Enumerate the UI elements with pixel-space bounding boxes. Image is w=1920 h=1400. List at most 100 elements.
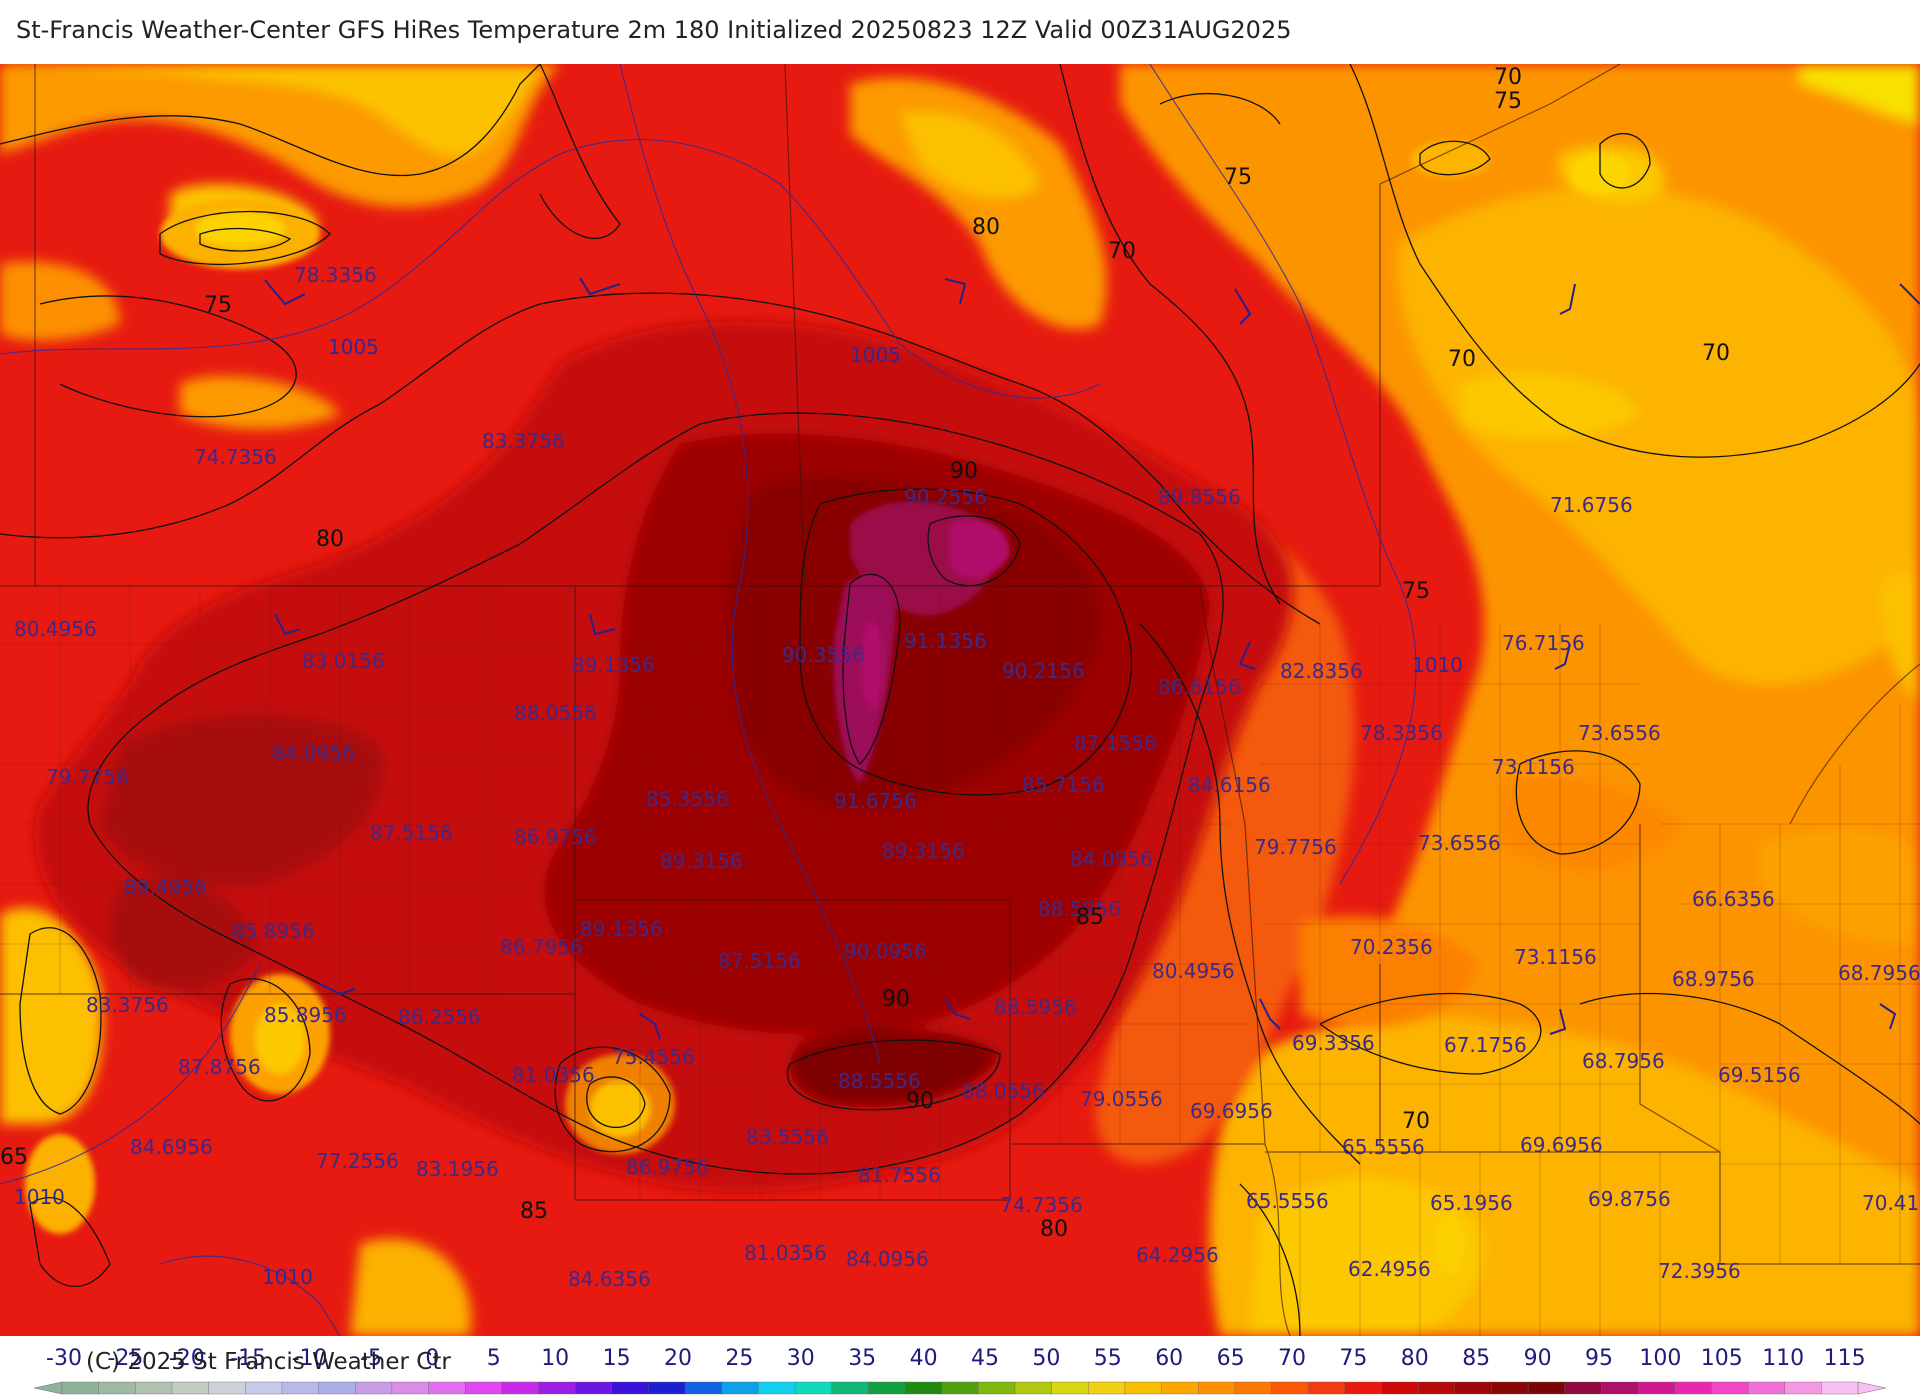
colorbar-swatch — [868, 1381, 906, 1395]
contour-label: 80 — [972, 215, 1000, 240]
colorbar-swatch — [171, 1381, 210, 1395]
colorbar-tick-label: -20 — [169, 1346, 205, 1371]
wind-barbs — [264, 277, 1920, 1040]
temp-label: 78.3356 — [1360, 721, 1443, 745]
map-title: St-Francis Weather-Center GFS HiRes Temp… — [16, 16, 1292, 44]
transition-zones — [1096, 500, 1680, 1164]
temp-label: 70.415 — [1862, 1191, 1920, 1215]
contour-labels: 70 75 75 80 70 75 70 70 80 90 75 85 90 9… — [0, 65, 1730, 1242]
contour-label: 90 — [882, 987, 910, 1012]
temp-label: 88.5956 — [994, 995, 1077, 1019]
colorbar-ticks: -30 -25 -20 -15 -10 -5 0 5 10 15 20 25 30 35 40 45 50 55 6… — [46, 1346, 1866, 1371]
temp-label: 73.6556 — [1578, 721, 1661, 745]
temp-label: 88.5956 — [1038, 897, 1121, 921]
colorbar-swatch — [758, 1381, 796, 1395]
county-grid — [0, 586, 1920, 1336]
colorbar-swatch — [1821, 1381, 1859, 1395]
temp-label: 68.7956 — [1838, 961, 1920, 985]
temp-label: 86.9756 — [626, 1155, 709, 1179]
colorbar-swatch — [1601, 1381, 1639, 1395]
temp-label: 73.1156 — [1492, 755, 1575, 779]
colorbar-tick-label: 35 — [848, 1346, 876, 1371]
colorbar-swatch — [1088, 1381, 1126, 1395]
temp-label: 82.8356 — [1280, 659, 1363, 683]
colorbar-tick-label: 75 — [1339, 1346, 1367, 1371]
colorbar-tick-label: 70 — [1278, 1346, 1306, 1371]
colorbar-tick-label: 50 — [1032, 1346, 1060, 1371]
temp-label: 91.1356 — [904, 629, 987, 653]
colorbar-tick-label: 15 — [603, 1346, 631, 1371]
temp-label: 79.7756 — [1254, 835, 1337, 859]
colorbar-tick-label: 55 — [1094, 1346, 1122, 1371]
contour-label: 75 — [1494, 89, 1522, 114]
colorbar-swatch — [135, 1381, 173, 1395]
temp-label: 74.7356 — [194, 445, 277, 469]
colorbar-tick-label: 90 — [1524, 1346, 1552, 1371]
temp-label: 65.1956 — [1430, 1191, 1513, 1215]
contour-label: 70 — [1448, 347, 1476, 372]
temp-label: 78.3356 — [294, 263, 377, 287]
contour-label: 65 — [0, 1145, 28, 1170]
temp-label: 89.1356 — [572, 653, 655, 677]
colorbar-swatch — [1711, 1381, 1749, 1395]
colorbar-swatch — [1637, 1381, 1676, 1395]
temp-label: 86.7956 — [500, 935, 583, 959]
temp-label: 71.6756 — [1550, 493, 1633, 517]
colorbar-tick-label: -30 — [46, 1346, 82, 1371]
colorbar-swatch — [1527, 1381, 1566, 1395]
temp-label: 72.3956 — [1658, 1259, 1741, 1283]
colorbar-swatch — [391, 1381, 430, 1395]
state-boundaries — [0, 64, 1920, 1336]
isobars — [0, 64, 1417, 1336]
colorbar-swatch — [684, 1381, 723, 1395]
colorbar-swatch — [611, 1381, 650, 1395]
colorbar-swatch — [464, 1381, 503, 1395]
colorbar-swatch — [281, 1381, 320, 1395]
temp-label: 83.1956 — [416, 1157, 499, 1181]
temp-label: 87.5156 — [370, 821, 453, 845]
cool-zones — [0, 64, 1920, 1336]
colorbar-tick-label: -25 — [107, 1346, 143, 1371]
temp-label: 81.0356 — [744, 1241, 827, 1265]
colorbar-swatch — [61, 1381, 100, 1395]
temp-label: 69.5156 — [1718, 1063, 1801, 1087]
colorbar-swatch — [721, 1381, 760, 1395]
temp-label: 74.7356 — [1000, 1193, 1083, 1217]
colorbar-tick-label: 0 — [425, 1346, 439, 1371]
colorbar-swatch — [1747, 1381, 1786, 1395]
colorbar-swatch — [1381, 1381, 1419, 1395]
temp-label: 77.2556 — [316, 1149, 399, 1173]
colorbar-tick-label: 5 — [487, 1346, 501, 1371]
temp-label: 69.6956 — [1190, 1099, 1273, 1123]
colorbar-swatch — [1308, 1381, 1346, 1395]
temp-label: 68.9756 — [1672, 967, 1755, 991]
temp-label: 89.3156 — [660, 849, 743, 873]
colorbar-swatch — [648, 1381, 686, 1395]
colorbar-swatch — [574, 1381, 613, 1395]
temp-label: 85.3556 — [646, 787, 729, 811]
temp-label: 65.5556 — [1342, 1135, 1425, 1159]
temp-label: 83.3756 — [86, 993, 169, 1017]
contour-label: 75 — [1224, 165, 1252, 190]
temperature-colorbar: -30 -25 -20 -15 -10 -5 0 5 10 15 20 25 30 35 40 45 50 55 6… — [33, 1346, 1887, 1395]
temp-label: 64.2956 — [1136, 1243, 1219, 1267]
temp-label: 88.5556 — [838, 1069, 921, 1093]
temp-label: 69.3356 — [1292, 1031, 1375, 1055]
colorbar-swatch — [831, 1381, 869, 1395]
colorbar-swatch — [318, 1381, 356, 1395]
temp-label: 84.6156 — [1188, 773, 1271, 797]
temp-label: 68.7956 — [1582, 1049, 1665, 1073]
colorbar-swatch — [208, 1381, 246, 1395]
temp-label: 83.3756 — [482, 429, 565, 453]
colorbar-swatches — [33, 1381, 1887, 1395]
contour-label: 75 — [1402, 579, 1430, 604]
colorbar-swatch — [941, 1381, 979, 1395]
colorbar-tick-label: -10 — [292, 1346, 328, 1371]
colorbar-swatch — [1234, 1381, 1273, 1395]
contour-label: 90 — [950, 459, 978, 484]
temp-label: 67.1756 — [1444, 1033, 1527, 1057]
colorbar-swatch — [428, 1381, 466, 1395]
contour-label: 70 — [1702, 341, 1730, 366]
temp-label: 73.1156 — [1514, 945, 1597, 969]
colorbar-swatch — [355, 1381, 393, 1395]
